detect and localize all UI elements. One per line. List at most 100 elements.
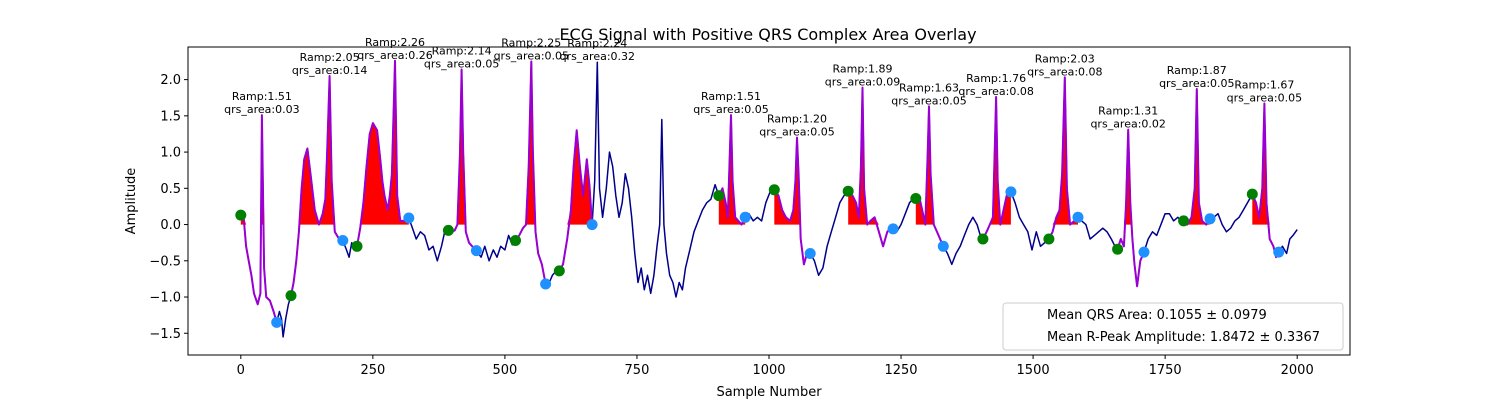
qrs-offset-marker-14 <box>1204 213 1216 225</box>
qrs-area-label-11: qrs_area:0.08 <box>958 85 1033 98</box>
rpeak-amplitude-label-4: Ramp:2.14 <box>432 45 492 58</box>
qrs-area-fill-1 <box>240 115 277 225</box>
qrs-offset-marker-8 <box>804 248 816 259</box>
qrs-segment-2 <box>290 75 344 296</box>
qrs-offset-marker-9 <box>887 223 899 235</box>
legend-entry-rpeak-amplitude: Mean R-Peak Amplitude: 1.8472 ± 0.3367 <box>1047 330 1320 345</box>
legend: Mean QRS Area: 0.1055 ± 0.0979 Mean R-Pe… <box>1002 302 1344 351</box>
qrs-offset-marker-5 <box>540 278 552 290</box>
x-tick-label: 1500 <box>1017 363 1050 378</box>
x-tick-label: 750 <box>625 363 650 378</box>
rpeak-amplitude-label-8: Ramp:1.20 <box>767 113 827 126</box>
qrs-offset-marker-7 <box>739 211 751 223</box>
chart-title: ECG Signal with Positive QRS Complex Are… <box>559 25 976 44</box>
y-axis: −1.5 −1.0 −0.5 0.0 0.5 1.0 1.5 2.0 <box>149 73 188 342</box>
y-tick-label: 1.0 <box>160 146 181 161</box>
y-tick-label: −0.5 <box>149 254 181 269</box>
rpeak-amplitude-label-6: Ramp:2.24 <box>567 37 627 50</box>
qrs-offset-marker-2 <box>337 235 349 246</box>
qrs-segment-10 <box>915 105 945 247</box>
qrs-area-fill-2 <box>291 76 343 225</box>
qrs-onset-marker-10 <box>910 193 922 204</box>
qrs-onset-marker-12 <box>1043 233 1055 245</box>
x-tick-label: 2000 <box>1281 363 1314 378</box>
y-tick-label: 2.0 <box>160 73 181 88</box>
x-axis-label: Sample Number <box>716 385 822 400</box>
y-tick-label: 1.5 <box>160 109 181 124</box>
qrs-onset-marker-7 <box>713 190 725 202</box>
qrs-area-label-15: qrs_area:0.05 <box>1227 92 1302 105</box>
ecg-signal-line <box>240 60 1298 338</box>
legend-entry-qrs-area: Mean QRS Area: 0.1055 ± 0.0979 <box>1047 308 1267 323</box>
x-tick-label: 500 <box>492 363 517 378</box>
qrs-area-label-1: qrs_area:0.03 <box>224 103 299 116</box>
qrs-onset-marker-3 <box>351 240 363 252</box>
qrs-segment-9 <box>847 86 894 248</box>
qrs-area-label-13: qrs_area:0.02 <box>1090 118 1165 131</box>
legend-box <box>1002 302 1344 351</box>
qrs-segment-3 <box>356 59 410 247</box>
qrs-area-fill-6 <box>559 130 593 225</box>
y-tick-label: 0.5 <box>160 182 181 197</box>
qrs-onset-marker-15 <box>1246 188 1258 200</box>
rpeak-amplitude-label-2: Ramp:2.05 <box>300 51 360 64</box>
qrs-area-fill-5 <box>515 61 546 225</box>
rpeak-amplitude-label-15: Ramp:1.67 <box>1234 79 1294 92</box>
qrs-offset-marker-13 <box>1138 246 1150 258</box>
qrs-segment-11 <box>982 96 1012 240</box>
qrs-onset-marker-2 <box>285 290 297 302</box>
rpeak-amplitude-label-13: Ramp:1.31 <box>1098 105 1158 118</box>
qrs-area-label-5: qrs_area:0.05 <box>494 50 569 63</box>
qrs-area-fill-14 <box>1183 89 1210 225</box>
qrs-segment-12 <box>1048 76 1079 240</box>
qrs-area-label-7: qrs_area:0.05 <box>693 103 768 116</box>
qrs-area-label-3: qrs_area:0.26 <box>357 49 432 62</box>
qrs-segment-6 <box>558 129 594 272</box>
rpeak-amplitude-label-10: Ramp:1.63 <box>899 81 959 94</box>
rpeak-amplitude-label-11: Ramp:1.76 <box>966 72 1026 85</box>
y-tick-label: −1.0 <box>149 291 181 306</box>
qrs-segment-8 <box>773 136 811 266</box>
y-tick-label: −1.5 <box>149 327 181 342</box>
qrs-segment-15 <box>1251 102 1280 259</box>
qrs-area-label-14: qrs_area:0.05 <box>1159 77 1234 90</box>
rpeak-amplitude-label-1: Ramp:1.51 <box>232 90 292 103</box>
rpeak-amplitude-label-12: Ramp:2.03 <box>1035 52 1095 65</box>
x-tick-label: 1250 <box>884 363 917 378</box>
x-tick-label: 1000 <box>752 363 785 378</box>
qrs-offset-marker-1 <box>271 316 283 328</box>
qrs-onset-marker-9 <box>842 185 854 197</box>
qrs-area-label-2: qrs_area:0.14 <box>292 64 367 77</box>
rpeak-amplitude-label-7: Ramp:1.51 <box>701 90 761 103</box>
qrs-offset-marker-6 <box>586 219 598 231</box>
qrs-offset-marker-4 <box>470 245 482 257</box>
qrs-onset-marker-5 <box>510 235 521 246</box>
qrs-area-label-8: qrs_area:0.05 <box>759 126 834 139</box>
qrs-offset-marker-11 <box>1005 186 1017 198</box>
qrs-area-label-6: qrs_area:0.32 <box>560 50 635 63</box>
rpeak-amplitude-label-3: Ramp:2.26 <box>365 36 425 49</box>
rpeak-amplitude-label-5: Ramp:2.25 <box>501 37 561 50</box>
qrs-offset-marker-10 <box>937 240 949 252</box>
qrs-area-label-12: qrs_area:0.08 <box>1027 65 1102 78</box>
qrs-onset-marker-11 <box>977 233 989 245</box>
rpeak-amplitude-label-14: Ramp:1.87 <box>1167 64 1227 77</box>
y-axis-label: Amplitude <box>124 168 139 235</box>
qrs-area-fill-8 <box>774 137 811 225</box>
qrs-onset-marker-4 <box>442 224 454 236</box>
qrs-offset-marker-3 <box>403 212 415 224</box>
qrs-area-fill-9 <box>848 87 894 225</box>
qrs-onset-marker-8 <box>768 184 780 196</box>
qrs-area-label-9: qrs_area:0.09 <box>825 76 900 89</box>
qrs-segment-13 <box>1116 128 1145 288</box>
qrs-area-fill-3 <box>357 60 409 225</box>
qrs-onset-marker-1 <box>235 209 247 221</box>
qrs-area-label-10: qrs_area:0.05 <box>891 94 966 107</box>
y-tick-label: 0.0 <box>160 218 181 233</box>
qrs-segment-1 <box>240 114 278 323</box>
qrs-area-label-4: qrs_area:0.05 <box>424 58 499 71</box>
qrs-onset-marker-14 <box>1178 215 1190 227</box>
qrs-onset-marker-13 <box>1112 243 1124 255</box>
qrs-segment-7 <box>717 114 747 226</box>
